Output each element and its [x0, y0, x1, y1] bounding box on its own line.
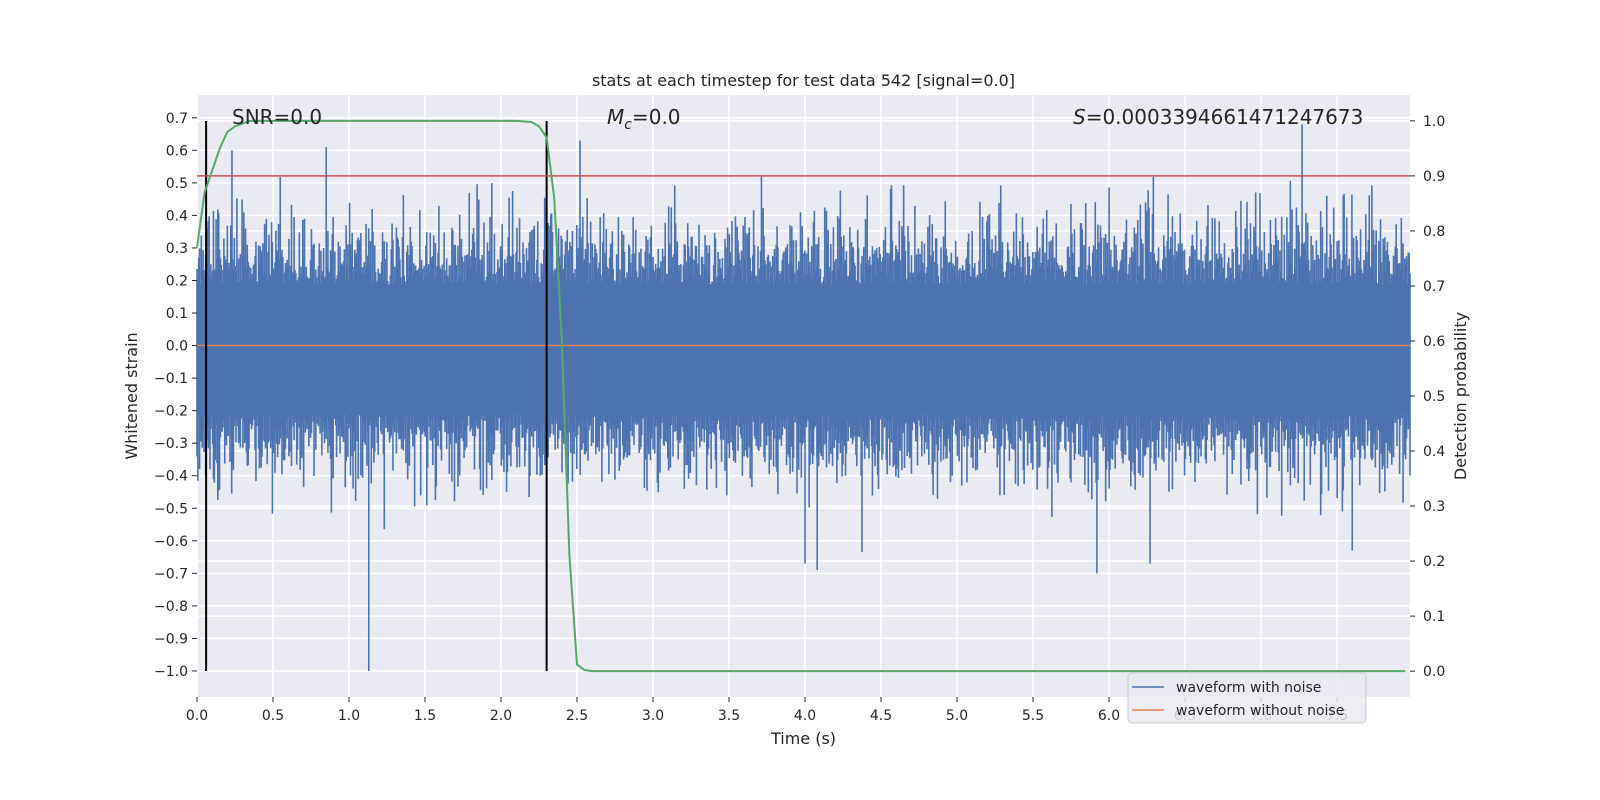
axes: 0.00.51.01.52.02.53.03.54.04.55.05.56.06… — [154, 111, 1445, 724]
s-annotation: S=0.0003394661471247673 — [1073, 105, 1363, 129]
y-right-tick-label: 0.9 — [1423, 169, 1445, 185]
series-detection-probability — [196, 119, 1406, 673]
y-right-tick-label: 0.0 — [1423, 664, 1445, 680]
y-tick-label: 0.5 — [166, 176, 188, 192]
legend-label-waveform-with-noise: waveform with noise — [1176, 680, 1321, 696]
y-right-tick-label: 0.6 — [1423, 334, 1445, 350]
mc-symbol: M — [607, 105, 624, 129]
x-tick-label: 3.0 — [642, 708, 664, 724]
x-tick-label: 3.5 — [718, 708, 740, 724]
y-tick-label: −0.5 — [154, 501, 188, 517]
detection-probability-line — [196, 119, 1406, 673]
y-right-tick-label: 0.3 — [1423, 499, 1445, 515]
x-tick-label: 2.0 — [490, 708, 512, 724]
y-right-tick-label: 0.1 — [1423, 609, 1445, 625]
y-tick-label: −0.3 — [154, 436, 188, 452]
y-tick-label: 0.3 — [166, 241, 188, 257]
chirp-mass-annotation: Mc=0.0 — [607, 105, 681, 133]
y-tick-label: 0.1 — [166, 306, 188, 322]
x-tick-label: 4.5 — [870, 708, 892, 724]
x-tick-label: 0.0 — [186, 708, 208, 724]
y-tick-label: 0.7 — [166, 111, 188, 127]
y-tick-label: −0.8 — [154, 599, 188, 615]
x-tick-label: 1.0 — [338, 708, 360, 724]
y-tick-label: 0.4 — [166, 208, 188, 224]
y-right-tick-label: 1.0 — [1423, 114, 1445, 130]
y-axis-label: Whitened strain — [122, 332, 141, 459]
y-tick-label: −0.6 — [154, 534, 188, 550]
y-tick-label: 0.2 — [166, 273, 188, 289]
y-tick-label: 0.0 — [166, 339, 188, 355]
x-tick-label: 5.5 — [1022, 708, 1044, 724]
y-tick-label: −0.1 — [154, 371, 188, 387]
y-tick-label: −0.4 — [154, 469, 188, 485]
y-right-tick-label: 0.4 — [1423, 444, 1445, 460]
x-axis-label: Time (s) — [770, 729, 836, 748]
x-tick-label: 0.5 — [262, 708, 284, 724]
x-tick-label: 5.0 — [946, 708, 968, 724]
y-tick-label: −0.7 — [154, 566, 188, 582]
s-value: =0.0003394661471247673 — [1086, 105, 1364, 129]
legend-label-waveform-without-noise: waveform without noise — [1176, 703, 1344, 719]
legend: waveform with noise waveform without noi… — [1127, 672, 1367, 724]
snr-annotation: SNR=0.0 — [232, 105, 322, 129]
y-tick-label: 0.6 — [166, 143, 188, 159]
s-symbol: S — [1073, 105, 1086, 129]
y-tick-label: −1.0 — [154, 664, 188, 680]
x-tick-label: 2.5 — [566, 708, 588, 724]
x-tick-label: 6.0 — [1098, 708, 1120, 724]
mc-value: =0.0 — [632, 105, 681, 129]
y-right-axis-label: Detection probability — [1451, 312, 1470, 480]
legend-box — [1127, 672, 1367, 724]
chart-title: stats at each timestep for test data 542… — [592, 71, 1015, 90]
y-right-tick-label: 0.5 — [1423, 389, 1445, 405]
y-right-tick-label: 0.8 — [1423, 224, 1445, 240]
y-tick-label: −0.9 — [154, 631, 188, 647]
vertical-markers — [205, 121, 548, 671]
y-right-tick-label: 0.7 — [1423, 279, 1445, 295]
y-right-tick-label: 0.2 — [1423, 554, 1445, 570]
y-tick-label: −0.2 — [154, 404, 188, 420]
mc-subscript: c — [624, 117, 632, 133]
x-tick-label: 4.0 — [794, 708, 816, 724]
x-tick-label: 1.5 — [414, 708, 436, 724]
